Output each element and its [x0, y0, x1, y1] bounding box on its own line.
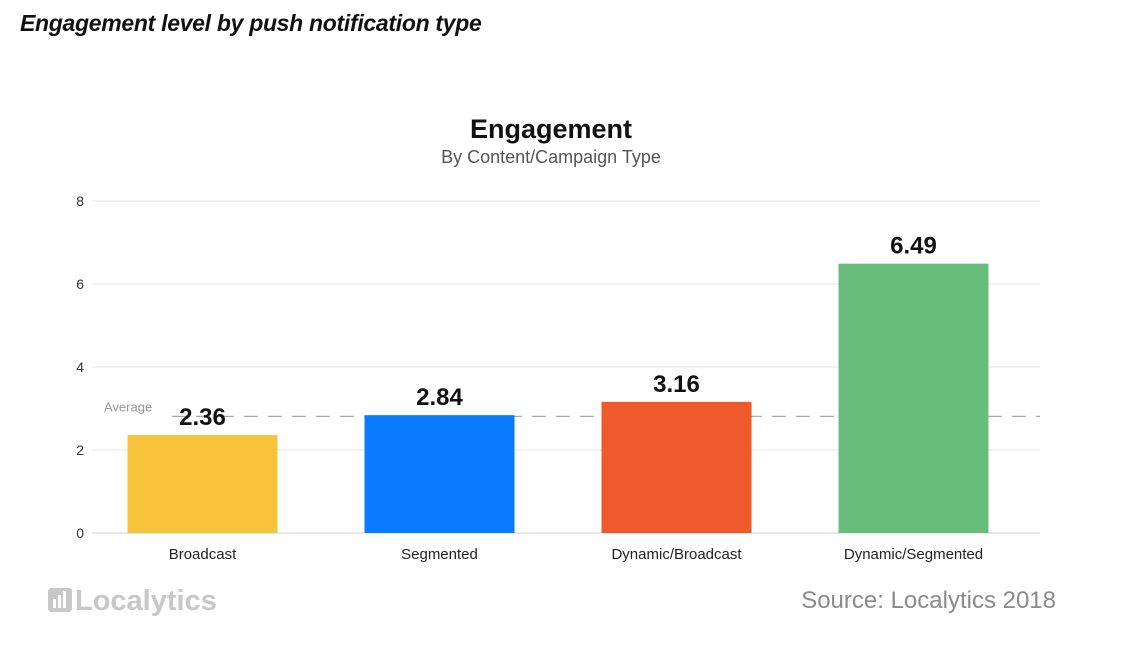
bar-broadcast: [127, 435, 278, 533]
data-labels: 2.36 2.84 3.16 6.49: [179, 233, 937, 431]
page-heading: Engagement level by push notification ty…: [20, 10, 482, 36]
chart-title: Engagement: [470, 114, 632, 144]
y-tick-label: 2: [76, 442, 84, 458]
average-label: Average: [104, 399, 152, 414]
brand-name: Localytics: [75, 585, 217, 617]
data-label: 3.16: [653, 371, 700, 398]
y-tick-label: 6: [76, 276, 84, 292]
bars: [127, 263, 989, 533]
y-tick-label: 8: [76, 193, 84, 209]
category-label: Dynamic/Broadcast: [611, 546, 742, 563]
category-label: Segmented: [401, 546, 478, 563]
bar-chart-icon: [48, 588, 72, 612]
data-label: 6.49: [890, 233, 937, 260]
data-label: 2.36: [179, 404, 226, 431]
y-tick-label: 4: [76, 359, 84, 375]
category-labels: Broadcast Segmented Dynamic/Broadcast Dynam…: [169, 546, 983, 563]
bar-dynamic-broadcast: [601, 401, 752, 533]
chart-subtitle: By Content/Campaign Type: [441, 147, 661, 167]
category-label: Broadcast: [169, 546, 237, 563]
bar-segmented: [364, 415, 515, 533]
bar-dynamic-segmented: [838, 263, 989, 533]
source-note: Source: Localytics 2018: [801, 587, 1056, 614]
data-label: 2.84: [416, 384, 463, 411]
y-tick-label: 0: [76, 525, 84, 541]
localytics-logo: Localytics: [48, 585, 217, 617]
category-label: Dynamic/Segmented: [844, 546, 983, 563]
